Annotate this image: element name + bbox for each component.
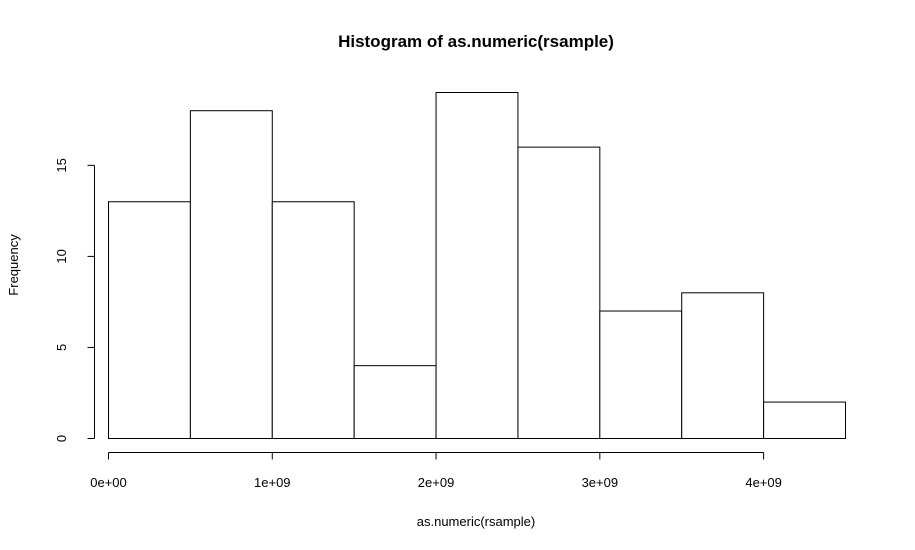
x-tick-label-2: 2e+09: [418, 475, 455, 490]
x-tick-label-1: 1e+09: [254, 475, 291, 490]
histogram-bar-5: [517, 146, 601, 439]
histogram-bar-0: [108, 201, 191, 439]
y-tick-label-3: 15: [54, 158, 69, 172]
histogram-bar-7: [681, 292, 765, 439]
histogram-bar-1: [189, 110, 273, 439]
histogram-bar-6: [599, 310, 683, 439]
y-tick-label-2: 10: [54, 249, 69, 263]
y-axis-label: Frequency: [6, 234, 21, 296]
x-tick-label-3: 3e+09: [582, 475, 619, 490]
x-axis-label: as.numeric(rsample): [417, 514, 535, 529]
histogram-bar-2: [271, 201, 355, 439]
x-tick-label-0: 0e+00: [90, 475, 127, 490]
y-tick-label-1: 5: [54, 344, 69, 351]
histogram-bar-3: [353, 365, 437, 439]
histogram-bar-8: [763, 401, 846, 439]
histogram-bar-4: [435, 92, 519, 439]
x-axis: 0e+00 1e+09 2e+09 3e+09 4e+09: [90, 452, 782, 490]
x-tick-label-4: 4e+09: [745, 475, 782, 490]
y-tick-label-0: 0: [54, 435, 69, 442]
chart-title: Histogram of as.numeric(rsample): [338, 32, 614, 51]
y-axis: 0 5 10 15: [54, 158, 95, 442]
bars-group: [108, 92, 846, 439]
